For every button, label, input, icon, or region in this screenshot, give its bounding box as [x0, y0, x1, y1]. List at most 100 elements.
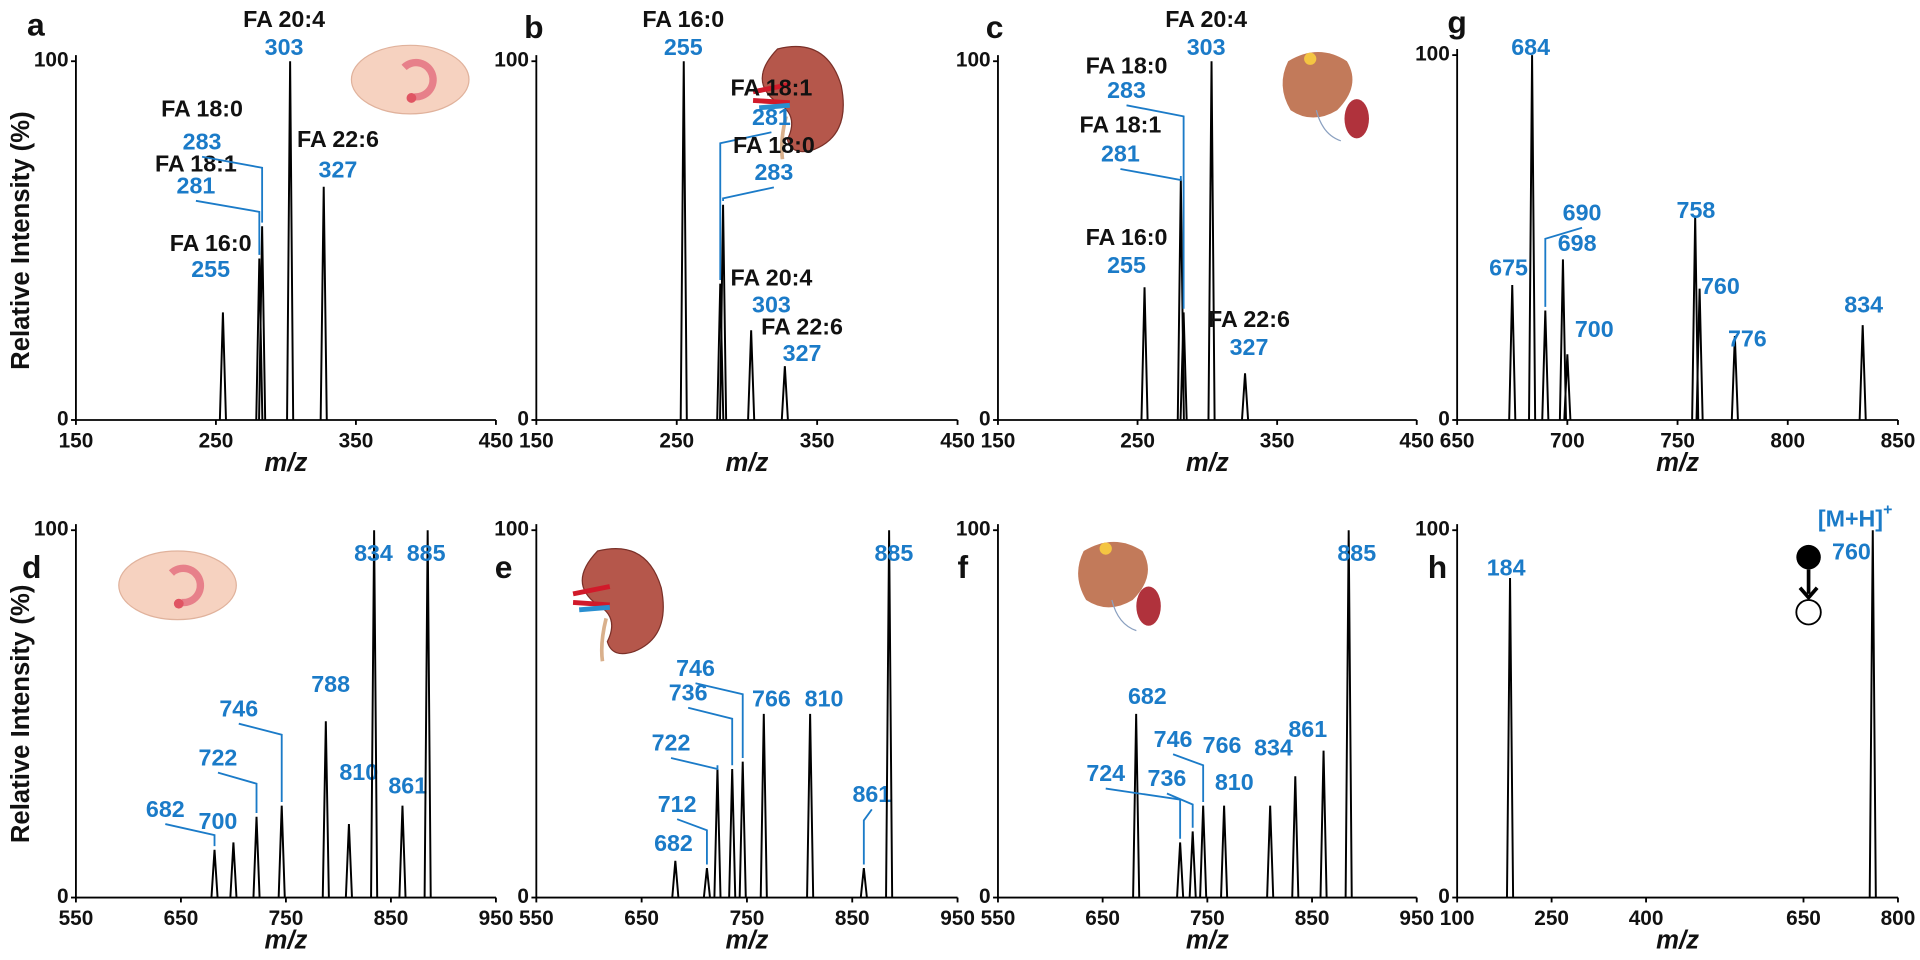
- peak: [780, 366, 789, 421]
- peak-name: FA 22:6: [297, 126, 379, 152]
- panel: g 0 100 650 700 750 800 850 m/z 675 684 690 698 700 75…: [1415, 4, 1915, 477]
- x-tick-label: 350: [339, 430, 374, 453]
- peak-mz-label: 810: [1215, 769, 1254, 795]
- peak-mz-label: 675: [1489, 255, 1528, 281]
- x-axis-label: m/z: [264, 926, 307, 954]
- panel-letter: a: [27, 6, 45, 42]
- brain-icon: [350, 44, 470, 115]
- leader-line: [862, 808, 873, 865]
- peak-mz-label: 746: [1154, 726, 1193, 752]
- peak: [252, 816, 261, 898]
- x-tick-label: 650: [624, 907, 659, 930]
- peak: [1319, 750, 1328, 898]
- leader-line: [165, 823, 216, 847]
- peak-mz-label: 722: [199, 744, 238, 770]
- kidney-icon: [572, 547, 664, 662]
- peak-mz-label: 255: [1107, 252, 1146, 278]
- peak-name: FA 20:4: [731, 264, 813, 290]
- peak: [759, 713, 768, 898]
- peak-name: FA 18:1: [731, 75, 813, 101]
- peak: [277, 805, 286, 898]
- peak: [1240, 373, 1250, 421]
- peak-name: FA 18:0: [161, 95, 243, 121]
- peak: [1344, 530, 1353, 898]
- x-tick-label: 650: [1786, 907, 1821, 930]
- x-tick-label: 850: [835, 907, 870, 930]
- peak: [671, 860, 680, 898]
- peak: [719, 204, 728, 421]
- x-tick-label: 450: [940, 430, 975, 453]
- leader-line: [670, 757, 719, 771]
- peak-name: FA 16:0: [642, 6, 724, 32]
- peak-mz-label: 690: [1563, 199, 1602, 225]
- panel: a 0 100 150 250 350 450 m/z Relative Intensity (…: [7, 6, 513, 477]
- peak-mz-label: 724: [1086, 760, 1125, 786]
- peak-mz-label: 303: [1187, 34, 1226, 60]
- leader-line: [1166, 792, 1194, 828]
- y-tick-label: 100: [34, 49, 69, 72]
- x-tick-label: 250: [1120, 430, 1155, 453]
- peak-mz-label: 885: [407, 540, 446, 566]
- peak-mz-label: 766: [1203, 732, 1242, 758]
- peak-mz-label: 327: [319, 157, 358, 183]
- peak-mz-label: 736: [1148, 765, 1187, 791]
- peak: [286, 61, 295, 421]
- peak: [1695, 288, 1704, 421]
- peak-mz-label: 682: [146, 796, 185, 822]
- peak-mz-label: 281: [752, 104, 791, 130]
- y-tick-label: 100: [34, 518, 69, 541]
- peak: [1291, 776, 1300, 898]
- x-axis-label: m/z: [1656, 449, 1699, 477]
- x-tick-label: 650: [164, 907, 199, 930]
- x-tick-label: 150: [59, 430, 94, 453]
- x-tick-label: 750: [1660, 430, 1695, 453]
- peak-mz-label: 255: [191, 256, 230, 282]
- peak-mz-label: 722: [652, 730, 691, 756]
- annotation-sup: +: [1883, 502, 1892, 519]
- peak: [713, 768, 722, 898]
- peak-mz-label: 788: [311, 671, 350, 697]
- panel: f 0 100 550 650 750 850 950 m/z 682 724 736 746 766 81…: [956, 518, 1434, 955]
- x-tick-label: 450: [1399, 430, 1434, 453]
- peak: [747, 330, 756, 421]
- y-tick-label: 100: [1415, 43, 1450, 66]
- peak-name: FA 18:1: [155, 150, 237, 176]
- peak: [210, 849, 219, 898]
- peak: [728, 768, 737, 898]
- peak-mz-label: 700: [1575, 316, 1614, 342]
- leader-line: [217, 771, 258, 814]
- peak-mz-label: 700: [199, 808, 238, 834]
- y-tick-label: 100: [494, 518, 529, 541]
- peak: [423, 530, 432, 898]
- kidney-icon: [752, 45, 844, 160]
- x-tick-label: 350: [1260, 430, 1295, 453]
- y-axis-label: Relative Intensity (%): [7, 585, 35, 844]
- panel-letter: d: [22, 549, 41, 585]
- peak-mz-label: 834: [354, 540, 393, 566]
- peak: [1528, 55, 1537, 421]
- liver-icon: [1282, 52, 1369, 142]
- x-tick-label: 350: [800, 430, 835, 453]
- peak: [1563, 354, 1572, 421]
- peak: [1266, 805, 1275, 898]
- leader-line: [201, 155, 264, 223]
- peak: [702, 868, 711, 898]
- x-tick-label: 550: [59, 907, 94, 930]
- peak: [1858, 325, 1867, 421]
- panel-letter: f: [958, 549, 969, 585]
- brain-icon: [118, 550, 237, 621]
- annotation-text: [M+H]: [1818, 506, 1883, 532]
- peak: [859, 868, 868, 898]
- liver-icon: [1078, 541, 1161, 632]
- peak-mz-label: 303: [265, 34, 304, 60]
- peak: [1506, 577, 1515, 898]
- x-tick-label: 650: [1440, 430, 1475, 453]
- peak-name: FA 16:0: [170, 230, 252, 256]
- peak-mz-label: 861: [852, 781, 891, 807]
- x-tick-label: 150: [519, 430, 554, 453]
- peak: [218, 312, 227, 421]
- y-tick-label: 100: [494, 49, 529, 72]
- peak-mz-label: 861: [388, 772, 427, 798]
